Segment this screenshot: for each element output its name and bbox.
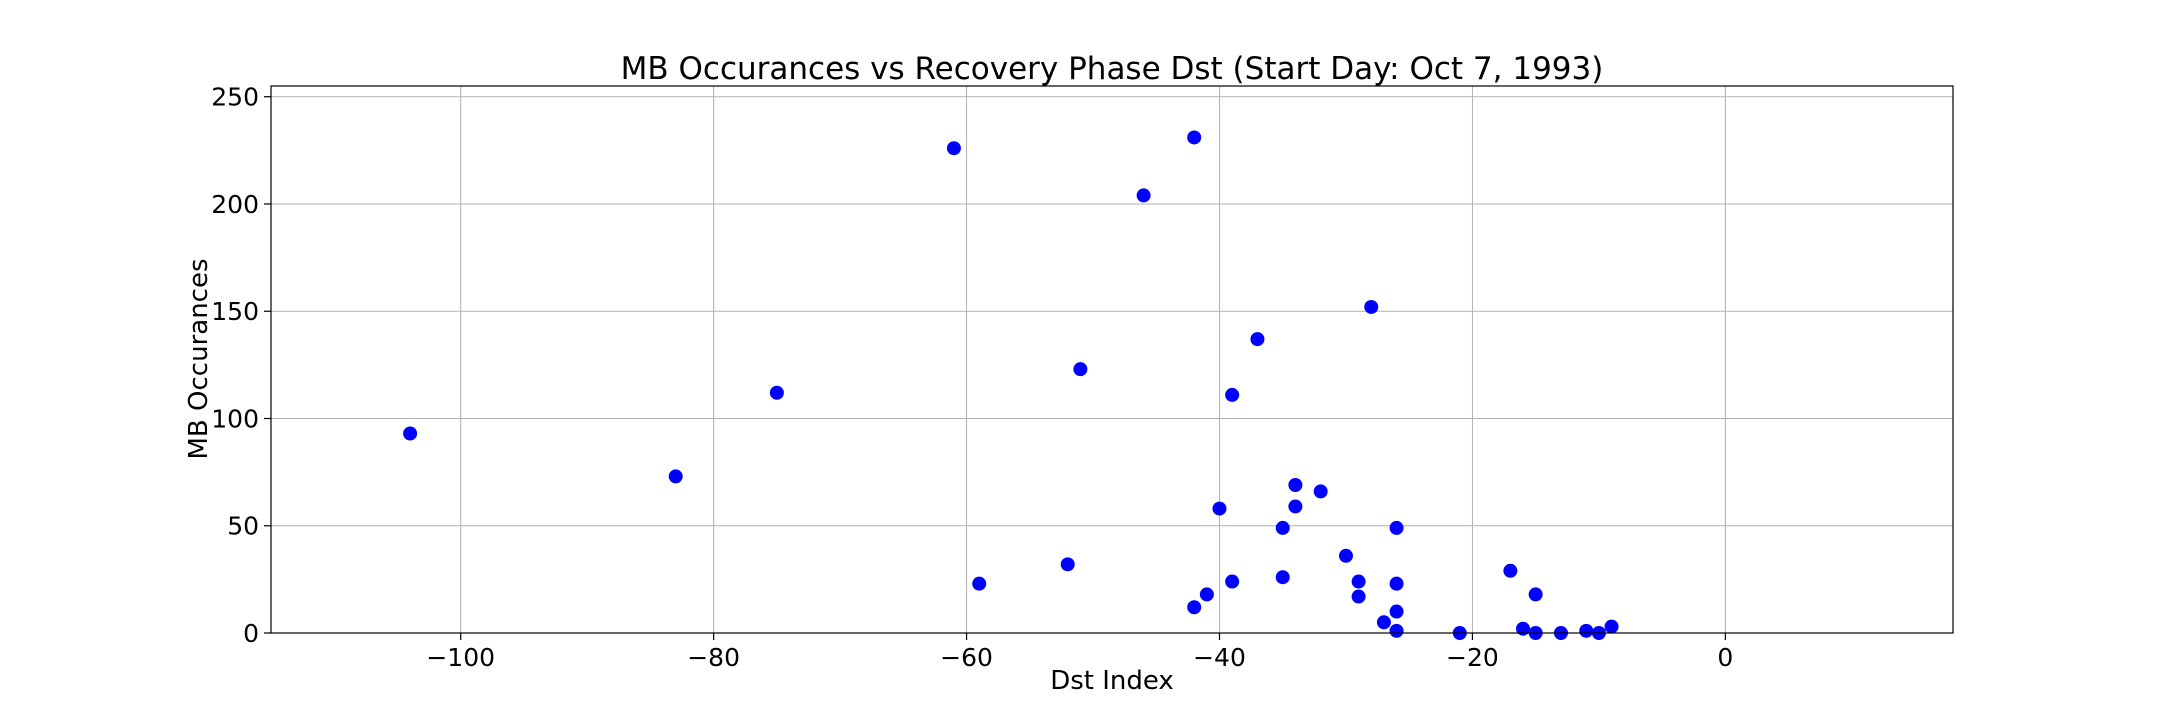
x-tick-label: −100: [426, 643, 495, 672]
data-point: [1313, 484, 1328, 499]
y-tick-label: 50: [227, 512, 259, 541]
x-tick-label: −80: [687, 643, 740, 672]
x-axis-label: Dst Index: [1050, 666, 1174, 696]
data-point: [1364, 299, 1379, 314]
data-point: [1199, 587, 1214, 602]
data-point: [972, 576, 987, 591]
data-point: [1250, 332, 1265, 347]
data-point: [1225, 574, 1240, 589]
data-point: [1604, 619, 1619, 634]
data-point: [403, 426, 418, 441]
data-point: [1275, 520, 1290, 535]
data-point: [1389, 520, 1404, 535]
data-point: [1073, 362, 1088, 377]
data-point: [1288, 477, 1303, 492]
data-points: [403, 130, 1619, 640]
data-point: [946, 141, 961, 156]
ticks: −100 −80 −60 −40 −20 0 0 50 100 150 200 250: [211, 83, 1733, 672]
y-tick-label: 100: [211, 404, 259, 433]
y-tick-label: 200: [211, 190, 259, 219]
data-point: [1376, 615, 1391, 630]
data-point: [668, 469, 683, 484]
data-point: [1275, 570, 1290, 585]
data-point: [769, 385, 784, 400]
data-point: [1351, 589, 1366, 604]
plot-frame: [270, 85, 1954, 634]
data-point: [1136, 188, 1151, 203]
x-tick-label: −20: [1446, 643, 1499, 672]
data-point: [1389, 604, 1404, 619]
y-tick-label: 0: [243, 619, 259, 648]
data-point: [1212, 501, 1227, 516]
y-axis-label: MB Occurances: [184, 258, 214, 459]
data-point: [1579, 623, 1594, 638]
y-tick-label: 250: [211, 83, 259, 112]
data-point: [1225, 387, 1240, 402]
chart-title: MB Occurances vs Recovery Phase Dst (Sta…: [621, 51, 1604, 87]
data-point: [1528, 587, 1543, 602]
data-point: [1516, 621, 1531, 636]
x-tick-label: 0: [1717, 643, 1733, 672]
data-point: [1503, 563, 1518, 578]
data-point: [1389, 576, 1404, 591]
x-tick-label: −40: [1193, 643, 1246, 672]
data-point: [1187, 600, 1202, 615]
data-point: [1288, 499, 1303, 514]
data-point: [1187, 130, 1202, 145]
data-point: [1351, 574, 1366, 589]
data-point: [1389, 623, 1404, 638]
x-tick-label: −60: [940, 643, 993, 672]
data-point: [1060, 557, 1075, 572]
y-tick-label: 150: [211, 297, 259, 326]
data-point: [1338, 548, 1353, 563]
